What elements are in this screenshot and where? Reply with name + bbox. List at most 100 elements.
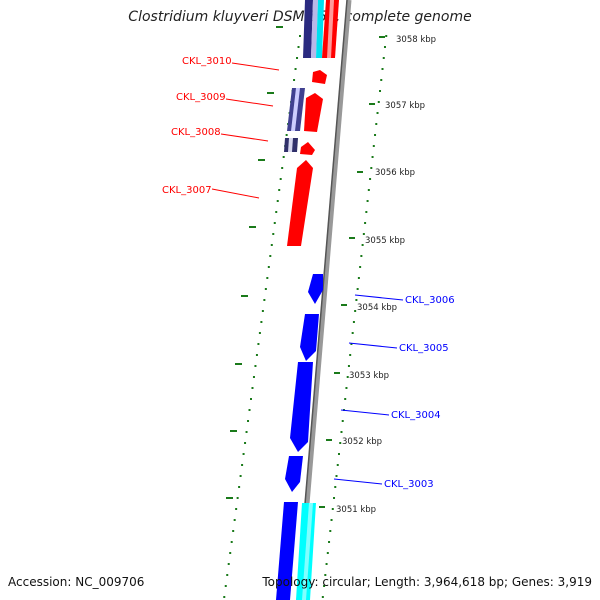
ruler-tick-label: 3057 kbp <box>385 101 425 111</box>
ring-dot <box>279 178 282 180</box>
ring-dot <box>337 453 340 455</box>
ring-dot <box>281 167 284 169</box>
gene-arrow-ckl-3005 <box>300 314 319 361</box>
outer-dotted-ring <box>321 35 388 598</box>
ring-dot <box>381 68 384 70</box>
gene-label-line <box>220 133 269 142</box>
ring-dot <box>369 178 372 180</box>
ring-dot <box>371 156 374 158</box>
ring-dot <box>367 189 370 191</box>
ring-dot <box>276 200 279 202</box>
ring-dot <box>282 156 285 158</box>
ring-dot <box>224 585 227 587</box>
ring-dot <box>255 354 258 356</box>
ring-dot <box>241 464 244 466</box>
ring-dot <box>354 310 357 312</box>
ring-dot <box>321 596 324 598</box>
ring-dot <box>254 365 257 367</box>
ring-dot <box>334 486 337 488</box>
ring-dot <box>341 420 344 422</box>
ring-dot <box>226 574 229 576</box>
ruler-labels: 3051 kbp 3052 kbp 3053 kbp 3054 kbp 3055 kbp… <box>226 26 436 515</box>
ring-dot <box>235 508 238 510</box>
ruler-tick-label: 3054 kbp <box>357 303 397 313</box>
gene-label-line <box>354 294 404 301</box>
gene-label-ckl-3007: CKL_3007 <box>162 185 212 196</box>
ruler-tick-label: 3055 kbp <box>365 236 405 246</box>
track-navy-top <box>303 0 313 58</box>
track-blue-bottom <box>276 502 298 600</box>
ring-dot <box>272 233 275 235</box>
ruler-tick-label: 3052 kbp <box>342 437 382 447</box>
ring-dot <box>333 497 336 499</box>
gene-label-ckl-3005: CKL_3005 <box>399 343 449 354</box>
ring-dot <box>270 244 273 246</box>
gene-label-ckl-3006: CKL_3006 <box>405 295 455 306</box>
bottom-tracks <box>276 502 316 600</box>
track-cyan-top <box>316 0 324 58</box>
ring-dot <box>344 398 347 400</box>
ring-dot <box>227 563 230 565</box>
track-pink-top <box>327 0 334 58</box>
forward-genes <box>287 70 327 246</box>
ring-dot <box>339 442 342 444</box>
ring-dot <box>355 299 358 301</box>
ring-dot <box>335 475 338 477</box>
ring-dot <box>232 530 235 532</box>
gene-label-line <box>340 409 390 416</box>
gene-arrow-ckl-3010 <box>312 70 327 84</box>
top-tracks <box>303 0 339 58</box>
striped-block-upper-light <box>291 88 300 131</box>
ruler-tick-label: 3058 kbp <box>396 35 436 45</box>
ring-dot <box>266 277 269 279</box>
gene-arrow-ckl-3008 <box>300 142 315 155</box>
map-title: Clostridium kluyveri DSM 555, complete g… <box>128 9 472 25</box>
ring-dot <box>239 475 242 477</box>
gene-label-line <box>333 478 383 485</box>
gene-arrow-ckl-3009 <box>304 93 323 132</box>
gene-arrow-ckl-3004 <box>290 362 313 452</box>
ring-dot <box>361 244 364 246</box>
ring-dot <box>275 211 278 213</box>
ring-dot <box>360 255 363 257</box>
ring-dot <box>359 266 362 268</box>
striped-block-lower-light <box>288 138 293 152</box>
ring-dot <box>223 596 226 598</box>
gene-arrow-ckl-3003 <box>285 456 303 492</box>
ring-dot <box>364 222 367 224</box>
ring-dot <box>238 486 241 488</box>
backbone-line-inner <box>296 0 348 600</box>
ring-dot <box>294 68 297 70</box>
gene-label-line <box>211 188 260 199</box>
accession-label: Accession: NC_009706 <box>8 575 145 589</box>
ring-dot <box>296 57 299 59</box>
ring-dot <box>247 420 250 422</box>
ring-dot <box>346 376 349 378</box>
ring-dot <box>340 431 343 433</box>
gene-arrow-ckl-3006 <box>308 274 323 304</box>
ring-dot <box>365 211 368 213</box>
ring-dot <box>349 354 352 356</box>
ring-dot <box>383 46 386 48</box>
ring-dot <box>351 332 354 334</box>
ring-dot <box>377 101 380 103</box>
ring-dot <box>244 442 247 444</box>
ring-dot <box>269 255 272 257</box>
ring-dot <box>370 167 373 169</box>
ring-dot <box>260 321 263 323</box>
gene-label-ckl-3003: CKL_3003 <box>384 479 434 490</box>
ring-dot <box>252 376 255 378</box>
ring-dot <box>330 519 333 521</box>
ring-dot <box>299 35 301 37</box>
ring-dot <box>356 288 359 290</box>
ring-dot <box>233 519 236 521</box>
ring-dot <box>385 35 388 37</box>
gene-label-ckl-3008: CKL_3008 <box>171 127 221 138</box>
ring-dot <box>263 299 266 301</box>
gene-label-ckl-3009: CKL_3009 <box>176 92 226 103</box>
ring-dot <box>245 431 248 433</box>
ring-dot <box>297 46 300 48</box>
gene-label-line <box>348 342 398 349</box>
